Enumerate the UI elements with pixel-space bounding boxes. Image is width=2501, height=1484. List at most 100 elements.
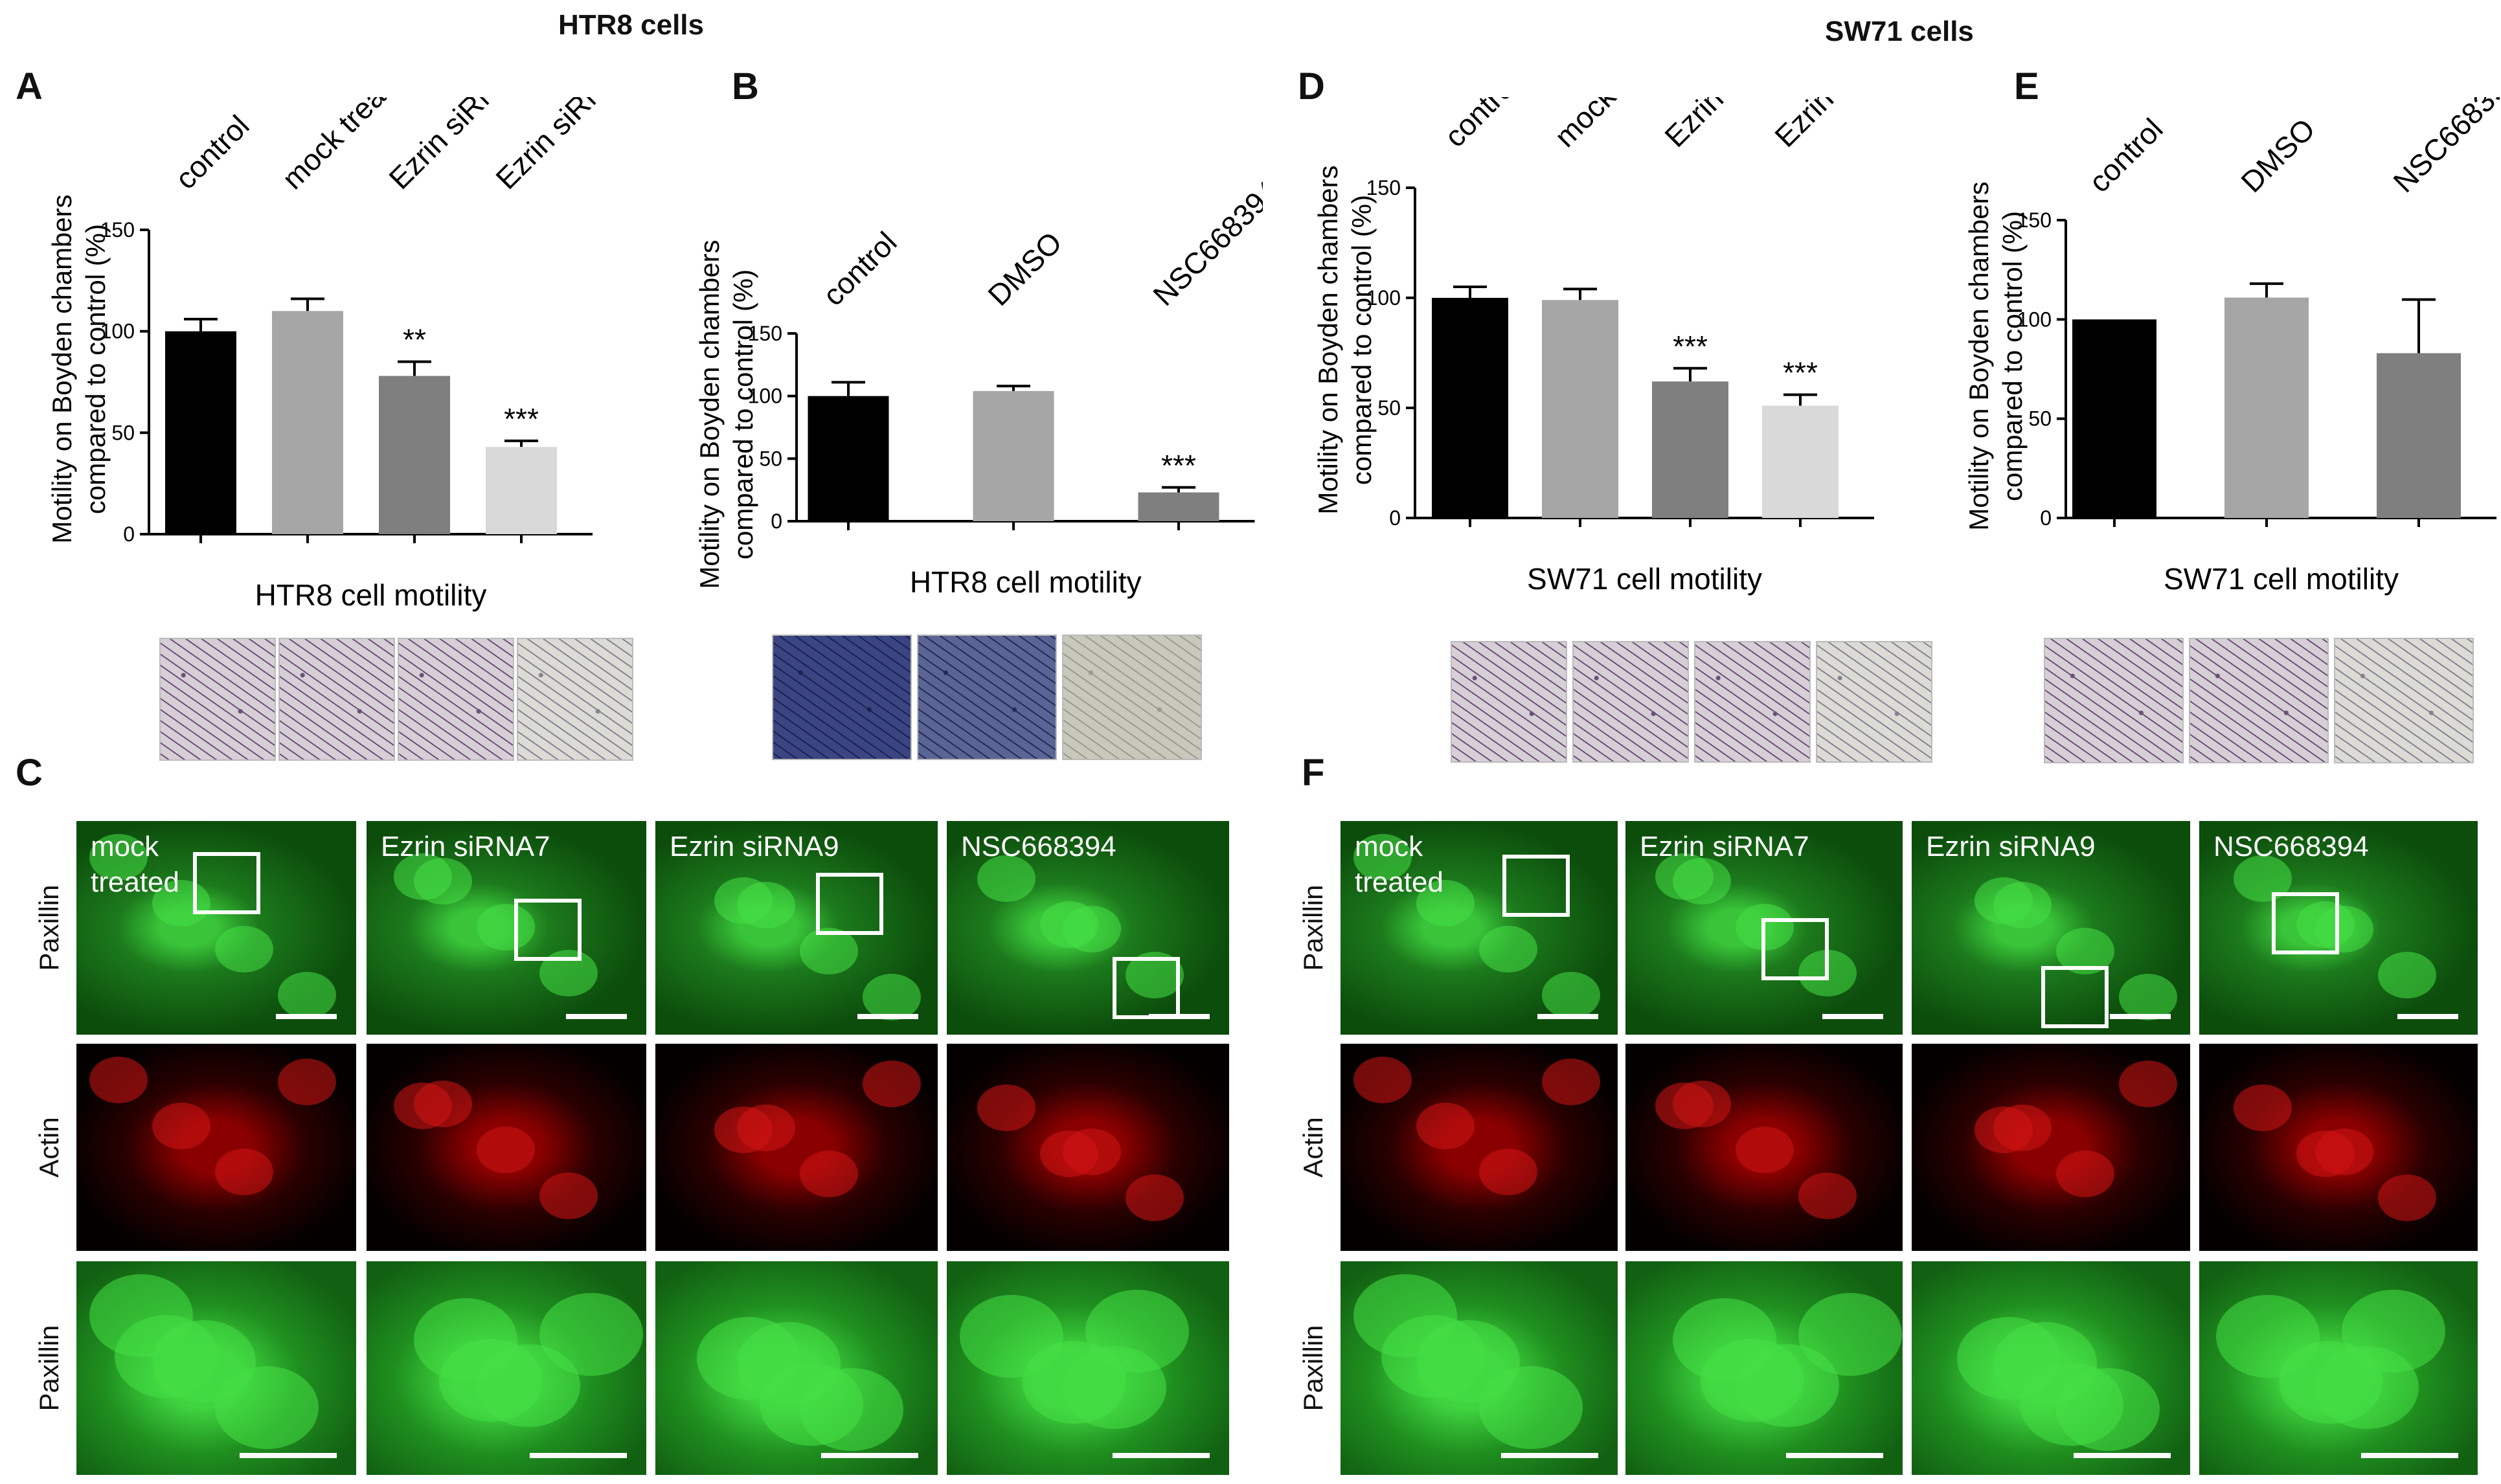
sw71-microscopy-image: [1341, 1044, 1618, 1251]
y-tick-label: 100: [748, 385, 782, 408]
htr8-row-label: Paxillin: [34, 884, 64, 971]
boyden-chamber-image: [159, 638, 276, 761]
htr8-microscopy-image: [367, 1261, 646, 1475]
sw71-microscopy-image: NSC668394: [2199, 821, 2478, 1035]
scale-bar: [1501, 1453, 1598, 1458]
region-of-interest-box: [1113, 957, 1180, 1019]
category-label: control: [2082, 112, 2169, 199]
y-axis-label: Motility on Boyden chambers compared to c…: [694, 240, 758, 589]
bar: [272, 311, 343, 534]
sw71-column-label: Ezrin siRNA9: [1926, 831, 2096, 862]
htr8-row-label: Paxillin: [34, 1325, 64, 1411]
htr8-group-title: HTR8 cells: [558, 9, 704, 41]
category-label: DMSO: [981, 225, 1068, 312]
bar: [1138, 492, 1219, 521]
sw71-row-label: Paxillin: [1298, 884, 1328, 971]
htr8-microscopy-image: [947, 1044, 1229, 1251]
category-label: Ezrin siRNA9: [1768, 97, 1917, 153]
scale-bar: [566, 1014, 627, 1019]
sw71-column-label: NSC668394: [2213, 831, 2369, 862]
y-axis-label: Motility on Boyden chambers compared to c…: [1313, 165, 1377, 514]
boyden-chamber-image: [2334, 638, 2474, 763]
category-label: Ezrin siRNA9: [489, 97, 638, 196]
region-of-interest-box: [514, 899, 582, 961]
boyden-chamber-image: [1062, 635, 1202, 760]
panel-letter-d: D: [1298, 65, 1325, 107]
scale-bar: [2397, 1014, 2458, 1019]
region-of-interest-box: [1502, 855, 1570, 917]
scale-bar: [1786, 1453, 1883, 1458]
boyden-chamber-image: [1694, 641, 1811, 763]
y-tick-label: 100: [100, 320, 135, 343]
htr8-column-label: Ezrin siRNA7: [381, 831, 550, 862]
sw71-microscopy-image: Ezrin siRNA9: [1912, 821, 2190, 1035]
category-label: control: [1438, 97, 1524, 153]
y-tick-label: 150: [1366, 176, 1401, 199]
htr8-microscopy-image: mock treated: [76, 821, 356, 1035]
category-label: NSC668394: [1146, 174, 1263, 312]
sw71-microscopy-image: Ezrin siRNA7: [1625, 821, 1903, 1035]
htr8-microscopy-image: NSC668394: [947, 821, 1229, 1035]
category-label: control: [816, 225, 903, 312]
panel-letter-c: C: [16, 752, 43, 794]
bar: [1652, 381, 1728, 518]
y-tick-label: 0: [771, 510, 782, 533]
region-of-interest-box: [816, 873, 883, 935]
sw71-column-label: mock treated: [1355, 831, 1443, 898]
scale-bar: [1822, 1014, 1883, 1019]
y-tick-label: 0: [2040, 506, 2052, 530]
y-tick-label: 50: [111, 421, 135, 444]
y-tick-label: 150: [100, 218, 135, 242]
panel-letter-f: F: [1302, 752, 1325, 794]
scale-bar: [1149, 1014, 1210, 1019]
category-label: DMSO: [2234, 112, 2321, 199]
region-of-interest-box: [2041, 966, 2109, 1028]
scale-bar: [2110, 1014, 2171, 1019]
sw71-microscopy-image: [2199, 1044, 2478, 1251]
y-tick-label: 100: [2017, 308, 2052, 331]
x-axis-label: HTR8 cell motility: [910, 565, 1142, 599]
htr8-microscopy-image: [76, 1261, 356, 1475]
bar: [1542, 300, 1618, 518]
y-tick-label: 100: [1366, 286, 1401, 309]
y-axis-label: Motility on Boyden chambers compared to c…: [47, 194, 111, 543]
scale-bar: [530, 1453, 627, 1458]
htr8-microscopy-image: [367, 1044, 646, 1251]
region-of-interest-box: [193, 852, 260, 914]
scale-bar: [2074, 1453, 2171, 1458]
y-tick-label: 50: [2028, 407, 2052, 431]
y-tick-label: 150: [748, 322, 782, 345]
y-tick-label: 0: [1389, 506, 1401, 530]
category-label: control: [168, 109, 255, 196]
boyden-chamber-image: [398, 638, 514, 761]
htr8-microscopy-image: [655, 1261, 938, 1475]
x-axis-label: HTR8 cell motility: [255, 578, 487, 612]
htr8-column-label: Ezrin siRNA9: [670, 831, 839, 862]
x-axis-label: SW71 cell motility: [2164, 562, 2399, 596]
region-of-interest-box: [1761, 918, 1829, 980]
sw71-microscopy-image: mock treated: [1341, 821, 1618, 1035]
y-axis-label: Motility on Boyden chambers compared to c…: [1963, 181, 2028, 530]
htr8-microscopy-image: [655, 1044, 938, 1251]
bar: [486, 447, 557, 534]
sw71-microscopy-image: [2199, 1261, 2478, 1475]
panel-letter-e: E: [2014, 65, 2039, 107]
bar: [2224, 297, 2309, 518]
htr8-row-label: Actin: [34, 1117, 64, 1178]
sw71-microscopy-image: [1625, 1044, 1903, 1251]
boyden-chamber-image: [1572, 641, 1689, 763]
sw71-microscopy-image: [1625, 1261, 1903, 1475]
panel-letter-a: A: [16, 65, 43, 107]
scale-bar: [276, 1014, 337, 1019]
significance-label: ***: [1161, 449, 1196, 482]
htr8-microscopy-image: [76, 1044, 356, 1251]
scale-bar: [1537, 1014, 1598, 1019]
boyden-chamber-image: [917, 635, 1057, 760]
sw71-column-label: Ezrin siRNA7: [1640, 831, 1809, 862]
y-tick-label: 50: [759, 447, 782, 470]
bar: [379, 376, 450, 534]
sw71-microscopy-image: [1341, 1261, 1618, 1475]
